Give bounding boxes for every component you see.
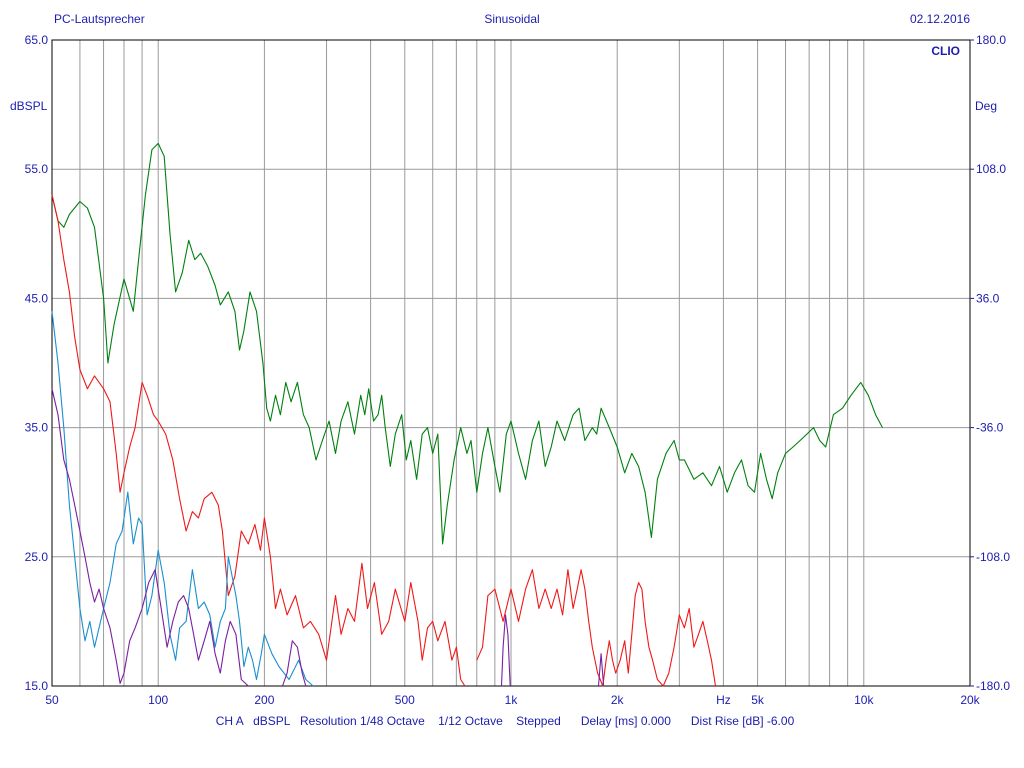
grid (52, 40, 970, 686)
y-tick-label: 45.0 (25, 291, 49, 305)
y2-tick-label: -180.0 (976, 679, 1010, 693)
y2-tick-label: 180.0 (976, 33, 1006, 47)
y-tick-label: 15.0 (25, 679, 49, 693)
x-tick-label: 500 (395, 693, 415, 707)
y-tick-label: 65.0 (25, 33, 49, 47)
x-tick-label: 50 (45, 693, 59, 707)
series-line-1 (51, 194, 466, 687)
series-line-4 (51, 388, 249, 687)
y2-axis-label: Deg (975, 99, 997, 113)
x-tick-label: 5k (751, 693, 765, 707)
series-line-0 (51, 142, 883, 545)
y2-tick-label: 36.0 (976, 291, 1000, 305)
x-tick-label: 200 (254, 693, 274, 707)
y2-tick-label: 108.0 (976, 162, 1006, 176)
y-tick-label: 25.0 (25, 550, 49, 564)
footer-settings: CH A dBSPL Resolution 1/48 Octave 1/12 O… (216, 714, 795, 728)
tick-labels: 50 100 200 500 1k 2k Hz 5k 10k 20k 65.0 55.0 45.0 35.… (25, 33, 1011, 707)
series-line-6 (500, 614, 511, 687)
y-axis-label: dBSPL (10, 99, 48, 113)
x-tick-label: Hz (716, 693, 731, 707)
y-tick-label: 35.0 (25, 421, 49, 435)
header-left: PC-Lautsprecher (54, 12, 145, 26)
brand-logo: CLIO (931, 44, 960, 58)
header-center: Sinusoidal (484, 12, 539, 26)
header-right: 02.12.2016 (910, 12, 970, 26)
y-tick-label: 55.0 (25, 162, 49, 176)
series (51, 142, 883, 687)
x-tick-label: 2k (611, 693, 625, 707)
x-tick-label: 10k (854, 693, 874, 707)
series-line-2 (476, 569, 717, 687)
series-line-5 (281, 640, 307, 687)
y2-tick-label: -108.0 (976, 550, 1010, 564)
x-tick-label: 20k (960, 693, 980, 707)
plot-frame (51, 39, 971, 687)
series-line-7 (597, 653, 605, 687)
series-line-3 (51, 311, 314, 687)
x-tick-label: 1k (505, 693, 519, 707)
x-tick-label: 100 (148, 693, 168, 707)
y2-tick-label: -36.0 (976, 421, 1004, 435)
